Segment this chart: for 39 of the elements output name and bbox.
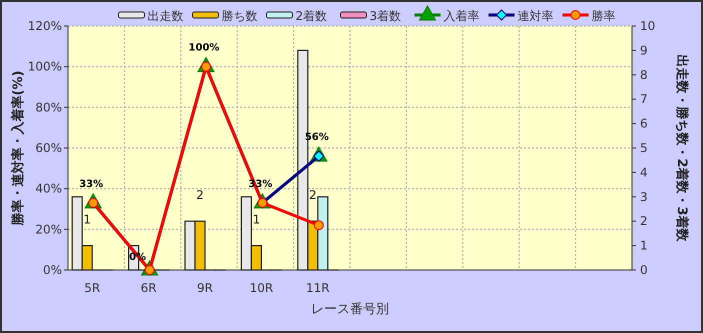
y2-tick-label: 2 bbox=[640, 214, 648, 228]
y-tick-label: 120% bbox=[28, 19, 62, 33]
y-tick-label: 60% bbox=[35, 141, 62, 155]
y-tick-label: 80% bbox=[35, 100, 62, 114]
y2-tick-label: 3 bbox=[640, 190, 648, 204]
data-label: 2 bbox=[196, 188, 204, 202]
y-tick-label: 100% bbox=[28, 60, 62, 74]
y-tick-label: 40% bbox=[35, 182, 62, 196]
y-tick-label: 20% bbox=[35, 222, 62, 236]
y2-tick-label: 7 bbox=[640, 92, 648, 106]
data-label: 1 bbox=[252, 212, 260, 227]
data-label: 100% bbox=[188, 42, 220, 54]
legend-label: 勝率 bbox=[592, 9, 616, 23]
legend-label: 出走数 bbox=[148, 9, 184, 23]
y2-tick-label: 0 bbox=[640, 263, 648, 277]
legend-label: 入着率 bbox=[444, 9, 480, 23]
data-label: 1 bbox=[83, 212, 92, 227]
legend-label: 連対率 bbox=[518, 9, 554, 23]
y2-axis-title: 出走数・勝ち数・2着数・3着数 bbox=[674, 54, 690, 243]
y2-tick-label: 8 bbox=[640, 68, 648, 82]
y2-tick-label: 10 bbox=[640, 19, 656, 33]
x-tick-label: 5R bbox=[84, 281, 100, 295]
legend-label: 勝ち数 bbox=[222, 9, 258, 23]
data-label: 2 bbox=[308, 188, 317, 202]
x-tick-label: 11R bbox=[306, 281, 330, 295]
legend-label: 3着数 bbox=[370, 9, 402, 23]
y-axis-title: 勝率・連対率・入着率(%) bbox=[10, 70, 26, 226]
y2-tick-label: 5 bbox=[640, 141, 648, 155]
y2-tick-label: 4 bbox=[640, 165, 648, 180]
y-tick-label: 0% bbox=[42, 263, 62, 277]
y2-tick-label: 9 bbox=[640, 43, 648, 58]
y2-tick-label: 1 bbox=[640, 238, 648, 253]
data-label: 33% bbox=[79, 178, 104, 190]
x-tick-label: 10R bbox=[250, 281, 274, 295]
x-tick-label: 9R bbox=[197, 281, 213, 295]
legend-label: 2着数 bbox=[296, 9, 328, 23]
x-axis-title: レース番号別 bbox=[311, 302, 389, 317]
x-tick-label: 6R bbox=[140, 281, 157, 295]
y2-tick-label: 6 bbox=[640, 116, 648, 131]
